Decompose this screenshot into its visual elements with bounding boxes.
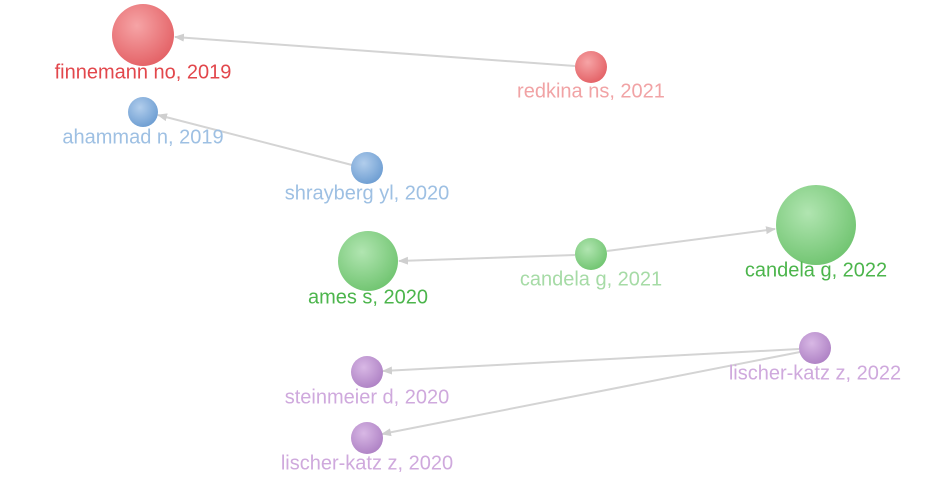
labels: finnemann no, 2019 redkina ns, 2021 aham…	[55, 61, 902, 474]
node	[112, 4, 174, 66]
node-label: lischer-katz z, 2022	[729, 362, 901, 384]
node	[575, 51, 607, 83]
node	[338, 231, 398, 291]
node	[799, 332, 831, 364]
node-label: ahammad n, 2019	[62, 126, 223, 148]
edge	[606, 226, 776, 252]
edge	[398, 254, 576, 265]
edges	[157, 33, 801, 437]
nodes	[112, 4, 856, 454]
node	[776, 185, 856, 265]
node-label: redkina ns, 2021	[517, 80, 665, 102]
node	[575, 238, 607, 270]
node-label: candela g, 2022	[745, 259, 887, 281]
node-label: shrayberg yl, 2020	[285, 182, 450, 204]
node	[351, 356, 383, 388]
node-label: lischer-katz z, 2020	[281, 452, 453, 474]
node	[128, 97, 158, 127]
node-label: steinmeier d, 2020	[285, 386, 450, 408]
edge	[157, 113, 353, 166]
node-label: ames s, 2020	[308, 286, 428, 308]
node	[351, 422, 383, 454]
node	[351, 152, 383, 184]
node-label: finnemann no, 2019	[55, 61, 232, 83]
edge	[382, 348, 800, 375]
node-label: candela g, 2021	[520, 268, 662, 290]
edge	[174, 33, 576, 67]
edge	[381, 351, 801, 437]
